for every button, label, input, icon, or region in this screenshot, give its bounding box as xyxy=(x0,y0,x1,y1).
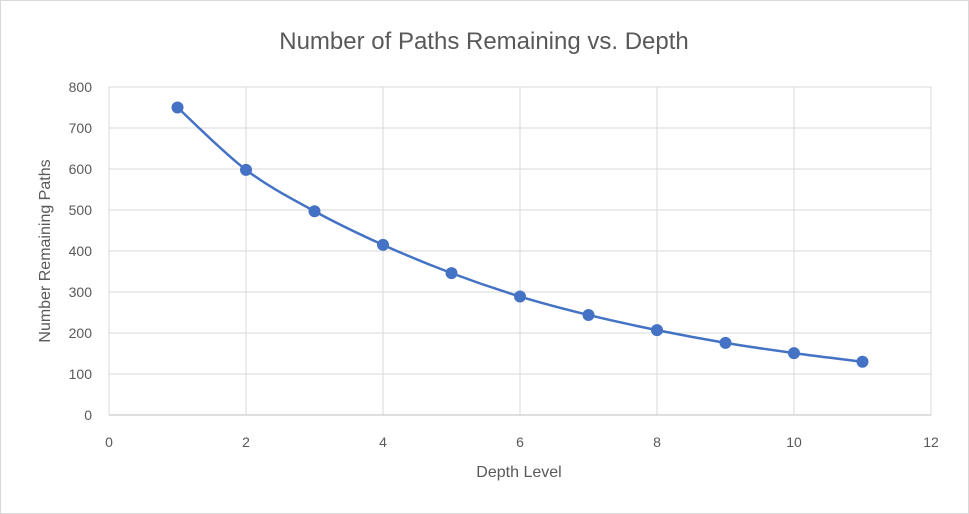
x-axis-label: Depth Level xyxy=(476,464,561,481)
y-tick-label: 500 xyxy=(69,202,93,218)
series-layer xyxy=(171,101,869,368)
y-tick-label: 400 xyxy=(69,243,93,259)
x-tick-label: 0 xyxy=(105,434,113,450)
y-tick-label: 700 xyxy=(69,120,93,136)
y-tick-label: 100 xyxy=(69,366,93,382)
data-point xyxy=(377,238,389,251)
data-point xyxy=(445,267,458,280)
y-tick-label: 0 xyxy=(84,407,92,423)
x-tick-label: 8 xyxy=(653,434,661,450)
y-tick-label: 800 xyxy=(69,79,93,95)
x-tick-label: 4 xyxy=(379,434,387,450)
data-point xyxy=(514,290,526,303)
x-tick-label: 2 xyxy=(242,434,250,450)
tick-labels: 0 100 200 300 400 500 600 700 800 0 2 4 6 8 10 12 xyxy=(69,79,939,450)
data-point xyxy=(240,163,252,176)
x-tick-label: 10 xyxy=(786,434,802,450)
y-tick-label: 300 xyxy=(69,284,93,300)
data-point xyxy=(856,355,869,368)
y-tick-label: 200 xyxy=(69,325,93,341)
gridlines xyxy=(109,86,932,415)
data-point xyxy=(171,101,184,114)
data-point xyxy=(651,324,663,337)
y-tick-label: 600 xyxy=(69,161,93,177)
x-tick-label: 6 xyxy=(516,434,524,450)
y-axis-label: Number Remaining Paths xyxy=(37,159,54,342)
x-tick-label: 12 xyxy=(923,434,939,450)
data-point xyxy=(582,308,595,321)
chart-title: Number of Paths Remaining vs. Depth xyxy=(279,28,689,55)
data-point xyxy=(719,336,732,349)
axes xyxy=(108,87,931,416)
data-point xyxy=(788,347,800,360)
data-point xyxy=(308,205,321,218)
